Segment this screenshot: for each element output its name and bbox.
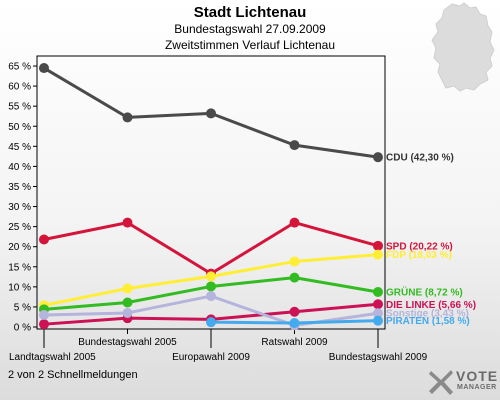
data-point-piraten: [206, 317, 216, 328]
series-label-fdp: FDP (18,03 %): [386, 250, 452, 261]
data-point-gr-ne: [373, 286, 383, 297]
data-point-spd: [289, 217, 300, 228]
data-point-gr-ne: [206, 281, 216, 292]
data-point-cdu: [206, 108, 216, 119]
data-point-spd: [373, 240, 383, 251]
x-tick-label: Europawahl 2009: [172, 352, 250, 363]
data-point-cdu: [39, 63, 49, 74]
logo-text-manager: MANAGER: [457, 384, 497, 391]
logo-text-vote: VOTE: [456, 368, 499, 384]
data-point-cdu: [122, 112, 133, 123]
data-point-fdp: [122, 283, 133, 294]
data-point-sonstige: [122, 307, 133, 318]
data-point-spd: [39, 234, 49, 245]
y-tick-label: 20 %: [8, 242, 31, 253]
data-point-piraten: [289, 317, 300, 328]
y-tick-label: 50 %: [8, 122, 31, 133]
chart-axes: 0 % 5 % 10 % 15 % 20 % 25 % 30 % 35 % 40 % 45 % 50…: [8, 55, 428, 363]
data-point-sonstige: [373, 308, 383, 319]
data-point-sonstige: [206, 291, 216, 302]
x-tick-label: Landtagswahl 2005: [9, 352, 96, 363]
data-point-piraten: [373, 315, 383, 326]
y-tick-label: 30 %: [8, 202, 31, 213]
data-point-die-linke: [289, 306, 300, 317]
data-point-cdu: [289, 140, 300, 151]
x-tick-label: Ratswahl 2009: [261, 337, 328, 348]
data-point-die-linke: [39, 319, 49, 330]
series-label-spd: SPD (20,22 %): [386, 241, 453, 252]
y-tick-label: 55 %: [8, 102, 31, 113]
data-point-spd: [122, 217, 133, 228]
data-point-fdp: [289, 256, 300, 267]
data-point-sonstige: [39, 309, 49, 320]
y-tick-label: 60 %: [8, 82, 31, 93]
series-label-gr-ne: GRÜNE (8,72 %): [386, 285, 463, 298]
y-tick-label: 25 %: [8, 222, 31, 233]
data-point-cdu: [373, 152, 383, 163]
chart-title: Stadt Lichtenau: [193, 4, 307, 21]
chart-subtitle: Bundestagswahl 27.09.2009: [174, 22, 326, 36]
series-label-sonstige: Sonstige (3,43 %): [386, 309, 469, 320]
data-point-die-linke: [373, 299, 383, 310]
y-tick-label: 10 %: [8, 282, 31, 293]
series-label-piraten: PIRATEN (1,58 %): [386, 316, 470, 327]
germany-map-icon: [431, 2, 495, 92]
chart-series-labels: CDU (42,30 %) SPD (20,22 %)FDP (18,03 %) G…: [386, 153, 476, 327]
data-point-gr-ne: [122, 297, 133, 308]
series-label-die-linke: DIE LINKE (5,66 %): [386, 300, 476, 311]
x-tick-label: Bundestagswahl 2005: [78, 337, 177, 348]
data-point-fdp: [206, 271, 216, 282]
y-tick-label: 65 %: [8, 62, 31, 73]
data-point-gr-ne: [289, 272, 300, 283]
chart-subtitle-2: Zweitstimmen Verlauf Lichtenau: [164, 38, 336, 52]
report-status-note: 2 von 2 Schnellmeldungen: [8, 369, 138, 381]
y-tick-label: 15 %: [8, 262, 31, 273]
vote-cross-icon: [429, 370, 453, 395]
y-tick-label: 0 %: [14, 323, 31, 334]
y-tick-label: 45 %: [8, 142, 31, 153]
y-tick-label: 35 %: [8, 182, 31, 193]
vote-manager-logo: VOTE MANAGER: [428, 367, 498, 397]
y-tick-label: 5 %: [14, 302, 31, 313]
x-tick-label: Bundestagswahl 2009: [329, 352, 428, 363]
chart-series: [39, 63, 383, 331]
series-line-spd: [42, 221, 380, 276]
series-label-cdu: CDU (42,30 %): [386, 153, 454, 164]
y-tick-label: 40 %: [8, 162, 31, 173]
data-point-fdp: [373, 249, 383, 260]
